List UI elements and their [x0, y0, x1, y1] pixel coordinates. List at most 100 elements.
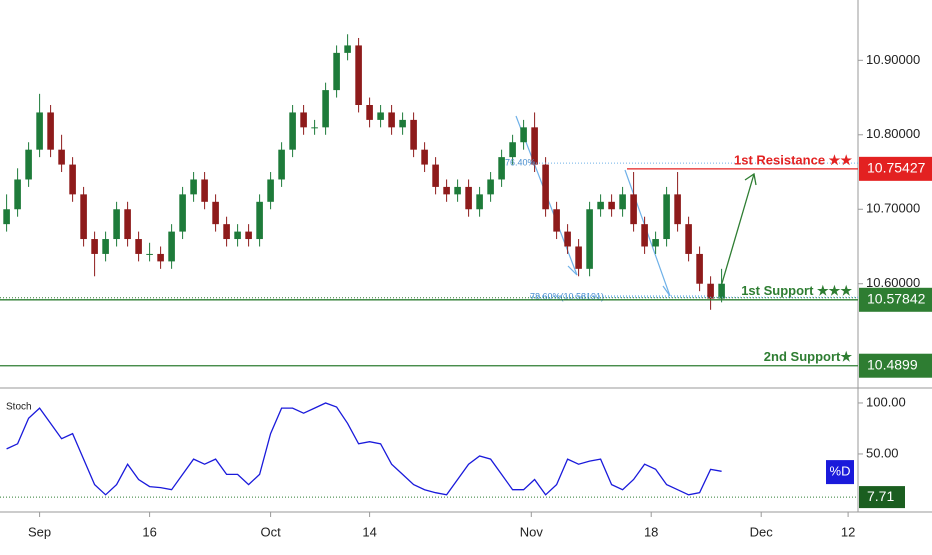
- candle-body: [520, 127, 527, 143]
- stoch-line: [6, 402, 722, 496]
- x-tick-label: 14: [362, 524, 376, 539]
- candle-body: [58, 149, 65, 165]
- candle-body: [234, 231, 241, 240]
- candle-body: [531, 127, 538, 165]
- candle-body: [388, 112, 395, 128]
- stoch-y-tick-label: 50.00: [866, 445, 899, 460]
- price-tag: [859, 287, 932, 312]
- candle-body: [564, 231, 571, 247]
- candle-body: [267, 179, 274, 202]
- price-tag: [859, 353, 932, 378]
- candle-body: [80, 194, 87, 240]
- candle-body: [311, 127, 318, 129]
- price-tag-label: 10.57842: [867, 290, 926, 306]
- candle-body: [586, 209, 593, 269]
- stoch-level-label: 7.71: [867, 488, 894, 504]
- y-tick-label: 10.90000: [866, 52, 920, 67]
- candle-body: [696, 253, 703, 284]
- candle-body: [245, 231, 252, 240]
- candle-body: [256, 201, 263, 240]
- x-tick-label: 18: [644, 524, 658, 539]
- candle-body: [36, 112, 43, 150]
- candle-body: [630, 194, 637, 225]
- candle-body: [432, 164, 439, 187]
- candle-body: [498, 157, 505, 180]
- stoch-level-tag: [859, 486, 905, 509]
- level-name: 1st Support ★★★: [741, 283, 852, 298]
- candle-body: [14, 179, 21, 210]
- candle-body: [223, 224, 230, 240]
- stoch-y-tick-label: 100.00: [866, 394, 906, 409]
- price-tag-label: 10.75427: [867, 160, 926, 176]
- candle-body: [476, 194, 483, 210]
- candle-body: [3, 209, 10, 225]
- price-tag: [859, 156, 932, 181]
- candle-body: [190, 179, 197, 195]
- y-tick-label: 10.80000: [866, 126, 920, 141]
- candle-body: [135, 239, 142, 254]
- x-tick-label: Dec: [750, 524, 774, 539]
- candle-body: [575, 246, 582, 269]
- candle-body: [542, 164, 549, 210]
- candle-body: [718, 283, 725, 299]
- candle-body: [454, 186, 461, 195]
- candle-body: [410, 119, 417, 150]
- x-tick-label: Oct: [260, 524, 281, 539]
- candle-body: [278, 149, 285, 180]
- candle-body: [674, 194, 681, 225]
- projection-arrow: [719, 172, 757, 291]
- stoch-series-tag: [826, 460, 854, 485]
- candle-body: [168, 231, 175, 262]
- level-name: 1st Resistance ★★: [734, 152, 852, 167]
- stoch-series-label: %D: [830, 464, 851, 479]
- fib-label: 76.40%: [505, 157, 536, 167]
- candle-body: [113, 209, 120, 240]
- candle-body: [179, 194, 186, 232]
- price-tag-label: 10.4899: [867, 356, 918, 372]
- x-tick-label: 16: [142, 524, 156, 539]
- candle-body: [201, 179, 208, 202]
- candle-body: [91, 239, 98, 254]
- candle-body: [377, 112, 384, 120]
- candle-body: [465, 186, 472, 210]
- candle-body: [289, 112, 296, 150]
- y-tick-label: 10.60000: [866, 275, 920, 290]
- candle-body: [707, 283, 714, 299]
- candle-body: [333, 52, 340, 91]
- candle-body: [597, 201, 604, 210]
- candle-body: [641, 224, 648, 247]
- candle-body: [157, 253, 164, 262]
- candle-body: [355, 45, 362, 105]
- candle-body: [652, 239, 659, 247]
- y-tick-label: 10.70000: [866, 201, 920, 216]
- stoch-label: Stoch: [6, 402, 32, 413]
- candle-body: [509, 142, 516, 158]
- candle-body: [25, 149, 32, 180]
- candle-body: [124, 209, 131, 240]
- candle-body: [69, 164, 76, 195]
- level-name: 2nd Support★: [764, 349, 853, 364]
- fib-label: 78.60%(10.58191): [530, 292, 604, 302]
- candle-body: [47, 112, 54, 150]
- candle-body: [608, 201, 615, 210]
- x-tick-label: Nov: [520, 524, 544, 539]
- candle-body: [685, 224, 692, 254]
- candle-body: [421, 149, 428, 165]
- candle-body: [663, 194, 670, 240]
- candle-body: [399, 119, 406, 128]
- candle-body: [102, 239, 109, 254]
- x-tick-label: 12: [841, 524, 855, 539]
- candle-body: [553, 209, 560, 232]
- candle-body: [146, 253, 153, 255]
- candle-body: [487, 179, 494, 195]
- candle-body: [344, 45, 351, 53]
- candle-body: [212, 201, 219, 225]
- candle-body: [619, 194, 626, 210]
- candle-body: [300, 112, 307, 128]
- x-tick-label: Sep: [28, 524, 51, 539]
- candle-body: [366, 105, 373, 120]
- candle-body: [443, 186, 450, 195]
- candle-body: [322, 90, 329, 128]
